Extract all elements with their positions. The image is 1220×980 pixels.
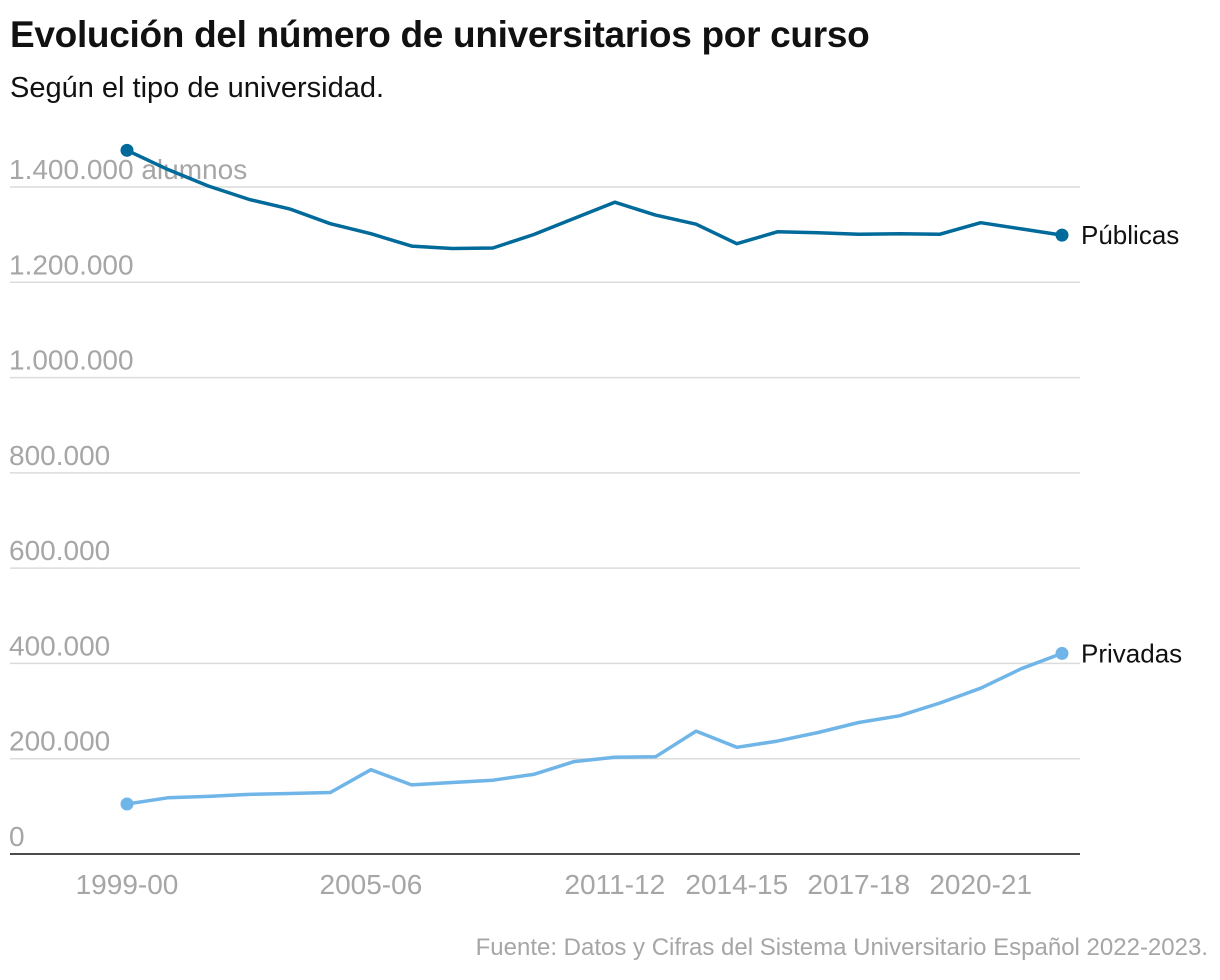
line-chart: 0 200.000 400.000 600.000 800.000 1.000.000 1.… <box>9 143 1182 900</box>
series-label: Públicas <box>1081 220 1179 250</box>
chart-subtitle: Según el tipo de universidad. <box>10 72 385 104</box>
x-tick-label: 1999-00 <box>76 869 179 900</box>
x-tick-label: 2005-06 <box>320 869 423 900</box>
y-tick-label: 0 <box>9 821 25 852</box>
x-tick-label: 2017-18 <box>807 869 910 900</box>
x-tick-label: 2014-15 <box>685 869 788 900</box>
y-tick-label: 600.000 <box>9 535 110 566</box>
chart-title: Evolución del número de universitarios p… <box>10 14 870 55</box>
y-tick-label: 1.400.000 alumnos <box>9 154 247 185</box>
series-start-point <box>120 797 134 811</box>
series-line-privadas <box>125 651 1064 806</box>
series-label: Privadas <box>1081 638 1182 668</box>
y-tick-label: 1.200.000 <box>9 249 134 280</box>
series-end-point <box>1055 228 1069 242</box>
x-tick-label: 2020-21 <box>929 869 1032 900</box>
series-line-publicas <box>125 148 1064 251</box>
y-tick-label: 1.000.000 <box>9 345 134 376</box>
y-tick-label: 800.000 <box>9 440 110 471</box>
y-tick-label: 400.000 <box>9 630 110 661</box>
series-end-point <box>1055 646 1069 660</box>
y-tick-label: 200.000 <box>9 726 110 757</box>
x-tick-label: 2011-12 <box>564 869 665 900</box>
source-note: Fuente: Datos y Cifras del Sistema Unive… <box>475 934 1208 961</box>
series-start-point <box>120 143 134 157</box>
